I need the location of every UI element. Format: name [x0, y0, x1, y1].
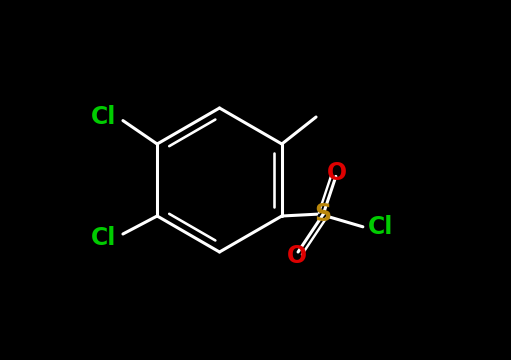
Text: Cl: Cl — [91, 226, 117, 249]
Text: Cl: Cl — [91, 105, 117, 129]
Text: Cl: Cl — [368, 215, 393, 239]
Text: O: O — [327, 161, 347, 185]
Text: S: S — [315, 202, 332, 226]
Text: O: O — [287, 244, 307, 267]
